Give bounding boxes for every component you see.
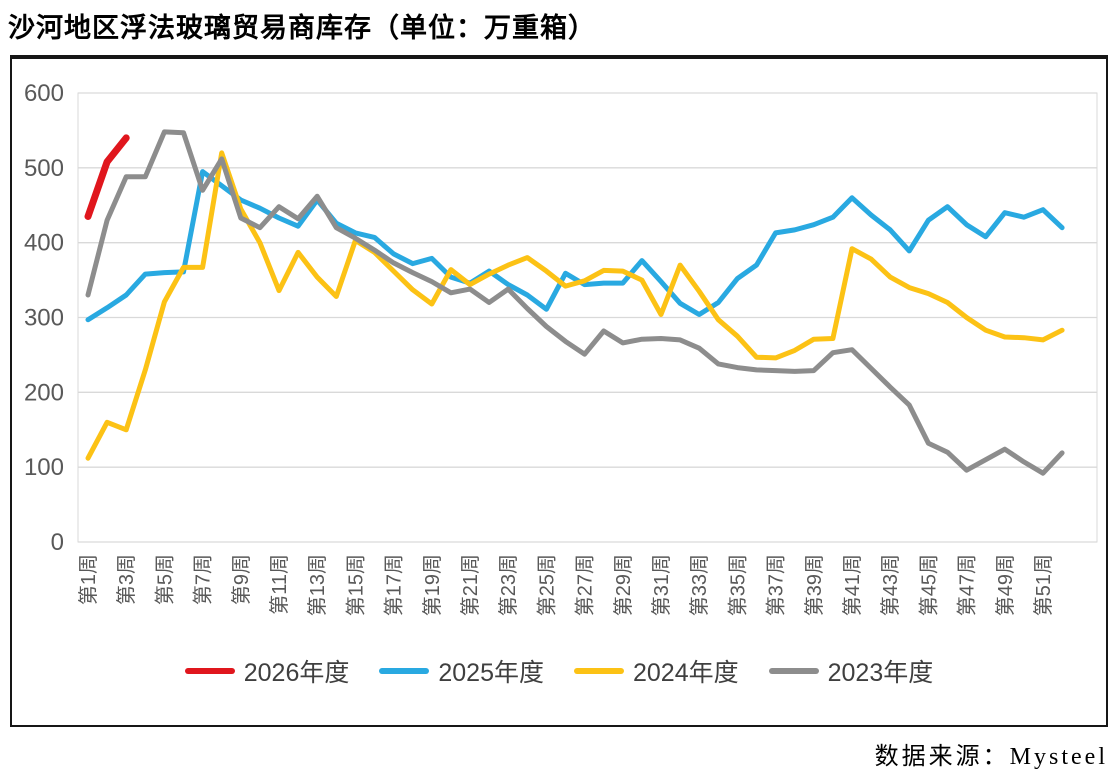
chart-legend: 2026年度 2025年度 2024年度 2023年度 (12, 653, 1106, 689)
x-tick-label-37: 第37周 (765, 554, 788, 616)
x-tick-label-9: 第9周 (230, 554, 253, 605)
legend-label-2023年度: 2023年度 (827, 659, 934, 687)
y-tick-label-400: 400 (24, 230, 64, 257)
x-tick-label-1: 第1周 (77, 554, 100, 605)
legend-label-2024年度: 2024年度 (633, 659, 739, 687)
y-tick-label-300: 300 (24, 305, 64, 332)
x-tick-label-35: 第35周 (726, 554, 749, 616)
x-tick-label-29: 第29周 (612, 554, 635, 616)
legend-item-2024年度: 2024年度 (574, 653, 739, 689)
y-tick-label-200: 200 (24, 379, 64, 406)
legend-swatch-2024年度 (574, 668, 624, 674)
page-title: 沙河地区浮法玻璃贸易商库存（单位：万重箱） (8, 13, 596, 43)
chart-container: 0 100 200 300 400 500 600 第1周 第3周 第5周 第7周 第9周 第11周 第1… (10, 55, 1108, 727)
x-tick-label-33: 第33周 (688, 554, 711, 616)
legend-label-2025年度: 2025年度 (438, 659, 544, 687)
x-tick-label-19: 第19周 (421, 554, 444, 616)
x-tick-label-5: 第5周 (153, 554, 176, 605)
x-tick-label-39: 第39周 (803, 554, 826, 616)
y-tick-label-0: 0 (51, 529, 64, 556)
legend-item-2023年度: 2023年度 (768, 653, 934, 689)
x-tick-label-23: 第23周 (497, 554, 520, 616)
y-tick-label-100: 100 (24, 454, 64, 481)
x-tick-label-7: 第7周 (192, 554, 215, 605)
legend-swatch-2026年度 (184, 668, 235, 674)
x-tick-label-51: 第51周 (1032, 554, 1055, 616)
series-line-2025年度 (85, 169, 1065, 323)
series-line-2026年度 (84, 134, 130, 220)
x-tick-label-27: 第27周 (574, 554, 597, 616)
x-tick-label-3: 第3周 (115, 554, 138, 605)
x-tick-label-49: 第49周 (994, 554, 1017, 616)
x-tick-label-43: 第43周 (879, 554, 902, 616)
x-tick-label-21: 第21周 (459, 554, 482, 616)
legend-swatch-2023年度 (768, 668, 819, 674)
y-tick-label-500: 500 (24, 155, 64, 182)
legend-swatch-2025年度 (379, 668, 430, 674)
legend-label-2026年度: 2026年度 (243, 659, 350, 687)
data-source-note: 数据来源：Mysteel (874, 744, 1108, 770)
x-tick-label-17: 第17周 (383, 554, 406, 616)
legend-item-2025年度: 2025年度 (379, 653, 544, 689)
x-tick-label-25: 第25周 (535, 554, 558, 616)
x-tick-label-15: 第15周 (344, 554, 367, 616)
y-tick-label-600: 600 (24, 80, 64, 107)
series-line-2024年度 (85, 150, 1065, 461)
x-tick-label-45: 第45周 (917, 554, 940, 616)
x-tick-label-47: 第47周 (956, 554, 979, 616)
x-tick-label-11: 第11周 (268, 554, 291, 615)
x-tick-label-41: 第41周 (841, 554, 864, 616)
legend-item-2026年度: 2026年度 (184, 653, 350, 689)
series-line-2023年度 (85, 129, 1065, 476)
x-tick-label-31: 第31周 (650, 554, 673, 616)
x-tick-label-13: 第13周 (306, 554, 329, 616)
